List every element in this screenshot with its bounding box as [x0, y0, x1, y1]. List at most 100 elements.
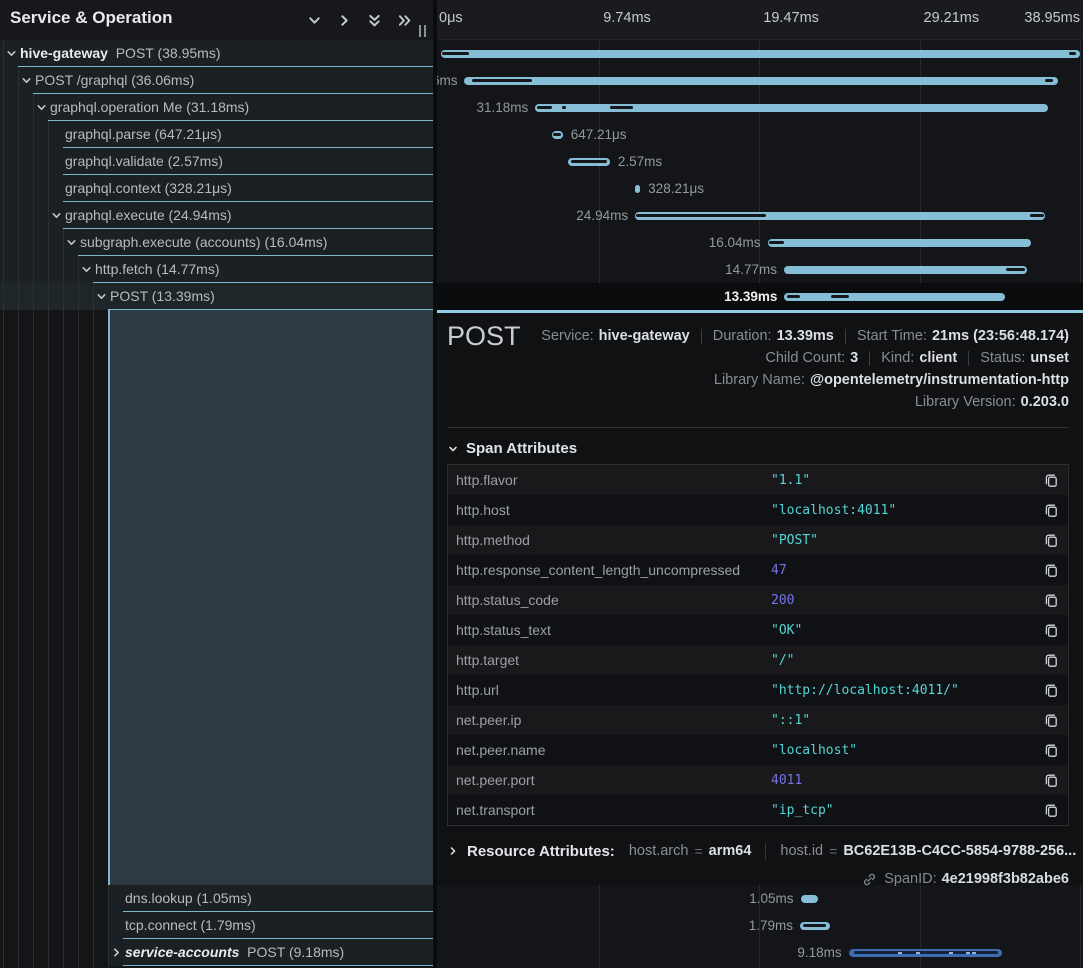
- span-tree-row[interactable]: subgraph.execute (accounts) (16.04ms): [0, 229, 433, 256]
- attribute-key: http.url: [448, 682, 771, 698]
- attribute-value: "::1": [771, 713, 1034, 728]
- detail-meta-line: Child Count:3Kind:clientStatus:unset: [541, 347, 1069, 369]
- chevron-down-icon[interactable]: [306, 12, 323, 29]
- attribute-row: net.peer.ip"::1": [448, 705, 1068, 735]
- span-bar[interactable]: [801, 895, 818, 903]
- copy-value-button[interactable]: [1034, 593, 1068, 608]
- attribute-key: http.method: [448, 532, 771, 548]
- span-bar[interactable]: [464, 77, 1057, 85]
- span-bar[interactable]: [784, 293, 1004, 301]
- span-timeline-row[interactable]: 2.57ms: [437, 148, 1083, 175]
- span-tree-row[interactable]: tcp.connect (1.79ms): [108, 912, 433, 939]
- span-name-label: POST /graphql (36.06ms): [35, 67, 194, 93]
- span-bar[interactable]: [768, 239, 1032, 247]
- span-attributes-header[interactable]: Span Attributes: [447, 440, 577, 457]
- chevron-right-icon[interactable]: [336, 12, 353, 29]
- span-timeline-row[interactable]: 328.21μs: [437, 175, 1083, 202]
- meta-value: 3: [850, 350, 858, 366]
- span-timeline-row[interactable]: 14.77ms: [437, 256, 1083, 283]
- span-tree-row[interactable]: graphql.execute (24.94ms): [0, 202, 433, 229]
- timeline-ruler[interactable]: 0μs9.74ms19.47ms29.21ms38.95ms: [437, 0, 1083, 40]
- double-chevron-down-icon[interactable]: [366, 12, 383, 29]
- meta-separator: [701, 329, 702, 344]
- chevron-down-icon[interactable]: [50, 209, 63, 222]
- equals-sign: =: [829, 843, 837, 859]
- copy-value-button[interactable]: [1034, 473, 1068, 488]
- chevron-down-icon[interactable]: [20, 74, 33, 87]
- span-timeline-row[interactable]: 16.04ms: [437, 229, 1083, 256]
- attribute-row: http.status_text"OK": [448, 615, 1068, 645]
- span-tree-row[interactable]: graphql.parse (647.21μs): [0, 121, 433, 148]
- span-timeline-row[interactable]: 9.18ms: [437, 939, 1083, 966]
- span-tree-row[interactable]: POST (13.39ms): [0, 283, 433, 310]
- resource-key: host.id: [780, 843, 823, 859]
- meta-label: Kind:: [881, 350, 914, 366]
- meta-label: Library Name:: [714, 372, 805, 388]
- chevron-down-icon[interactable]: [35, 101, 48, 114]
- row-underline: [123, 965, 434, 966]
- span-duration-label: 9.18ms: [797, 939, 841, 966]
- copy-value-button[interactable]: [1034, 743, 1068, 758]
- copy-value-button[interactable]: [1034, 533, 1068, 548]
- copy-value-button[interactable]: [1034, 503, 1068, 518]
- span-bar[interactable]: [441, 50, 1080, 58]
- span-duration-label: 31.18ms: [476, 94, 528, 121]
- copy-value-button[interactable]: [1034, 773, 1068, 788]
- span-timeline-row[interactable]: 13.39ms: [437, 283, 1083, 310]
- child-span-marker: [787, 295, 800, 298]
- indent-guide: [3, 40, 4, 968]
- bar-tick: [898, 952, 902, 954]
- chevron-down-icon[interactable]: [80, 263, 93, 276]
- span-tree-row[interactable]: POST /graphql (36.06ms): [0, 67, 433, 94]
- attribute-key: net.transport: [448, 802, 771, 818]
- span-bar[interactable]: [635, 185, 640, 193]
- span-tree-row[interactable]: hive-gateway POST (38.95ms): [0, 40, 433, 67]
- detail-meta-line: Library Name:@opentelemetry/instrumentat…: [541, 369, 1069, 391]
- child-span-marker: [1069, 52, 1076, 55]
- column-resize-handle[interactable]: [419, 25, 427, 38]
- indent-guide: [18, 67, 19, 968]
- copy-value-button[interactable]: [1034, 713, 1068, 728]
- chevron-right-icon[interactable]: [110, 946, 123, 959]
- attribute-row: net.transport"ip_tcp": [448, 795, 1068, 825]
- chevron-down-icon[interactable]: [65, 236, 78, 249]
- attribute-row: http.status_code200: [448, 585, 1068, 615]
- indent-guide: [48, 121, 49, 968]
- copy-value-button[interactable]: [1034, 623, 1068, 638]
- child-span-marker: [472, 79, 532, 82]
- span-timeline-row[interactable]: 647.21μs: [437, 121, 1083, 148]
- copy-value-button[interactable]: [1034, 683, 1068, 698]
- meta-separator: [968, 351, 969, 366]
- chevron-down-icon[interactable]: [95, 290, 108, 303]
- double-chevron-right-icon[interactable]: [396, 12, 413, 29]
- resource-value: BC62E13B-C4CC-5854-9788-256...: [843, 843, 1076, 859]
- span-tree-row[interactable]: http.fetch (14.77ms): [0, 256, 433, 283]
- span-timeline-row[interactable]: 1.79ms: [437, 912, 1083, 939]
- span-name-label: graphql.validate (2.57ms): [65, 148, 223, 174]
- span-timeline-row[interactable]: 38.95ms: [437, 40, 1083, 67]
- span-timeline-row[interactable]: 36.06ms: [437, 67, 1083, 94]
- span-tree-row[interactable]: graphql.operation Me (31.18ms): [0, 94, 433, 121]
- span-duration-label: 24.94ms: [576, 202, 628, 229]
- span-tree-row[interactable]: graphql.context (328.21μs): [0, 175, 433, 202]
- copy-value-button[interactable]: [1034, 563, 1068, 578]
- copy-value-button[interactable]: [1034, 803, 1068, 818]
- resource-attributes-row[interactable]: Resource Attributes: host.arch=arm64host…: [447, 840, 1076, 862]
- span-tree-row[interactable]: dns.lookup (1.05ms): [108, 885, 433, 912]
- chevron-down-icon[interactable]: [5, 47, 18, 60]
- span-tree-row[interactable]: service-accounts POST (9.18ms): [108, 939, 433, 966]
- attribute-value: "localhost:4011": [771, 503, 1034, 518]
- span-timeline-row[interactable]: 31.18ms: [437, 94, 1083, 121]
- span-timeline-row[interactable]: 24.94ms: [437, 202, 1083, 229]
- span-timeline-row[interactable]: 1.05ms: [437, 885, 1083, 912]
- child-span-marker: [636, 214, 766, 217]
- span-name-label: subgraph.execute (accounts) (16.04ms): [80, 229, 327, 255]
- child-span-marker: [610, 106, 633, 109]
- span-tree-row[interactable]: graphql.validate (2.57ms): [0, 148, 433, 175]
- copy-value-button[interactable]: [1034, 653, 1068, 668]
- span-bar[interactable]: [784, 266, 1027, 274]
- child-span-marker: [571, 160, 606, 163]
- span-name-label: graphql.execute (24.94ms): [65, 202, 232, 228]
- meta-label: Duration:: [713, 328, 772, 344]
- attribute-key: net.peer.port: [448, 772, 771, 788]
